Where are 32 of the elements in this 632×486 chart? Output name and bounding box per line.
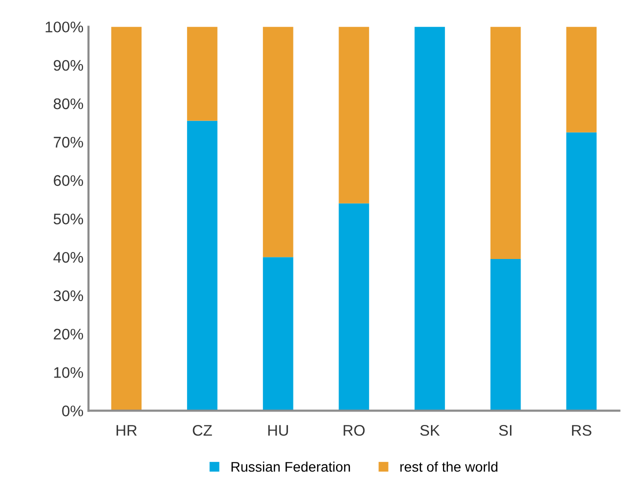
y-tick-label: 70% [54,136,84,148]
y-tick-label: 60% [54,175,84,186]
legend-label: Russian Federation [232,462,350,472]
bar [414,26,445,411]
bar [490,26,521,260]
x-tick-label: CZ [192,424,212,436]
bar [187,26,218,121]
bar [566,132,597,411]
x-tick-label: HU [268,425,288,436]
y-tick-label: 20% [54,328,84,340]
y-tick-label: 100% [46,22,84,32]
y-tick-label: 80% [54,98,84,110]
bar [490,259,521,411]
y-tick-label: 0% [62,406,84,416]
x-tick-label: SI [499,424,512,436]
x-tick-label: HR [116,425,137,436]
bar [262,257,294,411]
bar [338,203,370,411]
bar [262,26,294,258]
bar [187,120,218,411]
bar [566,26,597,132]
y-tick-label: 40% [53,252,84,263]
legend-label: rest of the world [400,462,498,472]
bar [338,26,370,204]
y-tick-label: 30% [54,290,84,302]
bar [111,26,142,411]
x-tick-label: SK [420,424,440,436]
y-tick-label: 90% [54,60,84,71]
y-tick-label: 10% [54,367,84,378]
y-tick-label: 50% [54,214,84,224]
x-tick-label: RO [344,424,365,436]
x-tick-label: RS [572,424,592,436]
